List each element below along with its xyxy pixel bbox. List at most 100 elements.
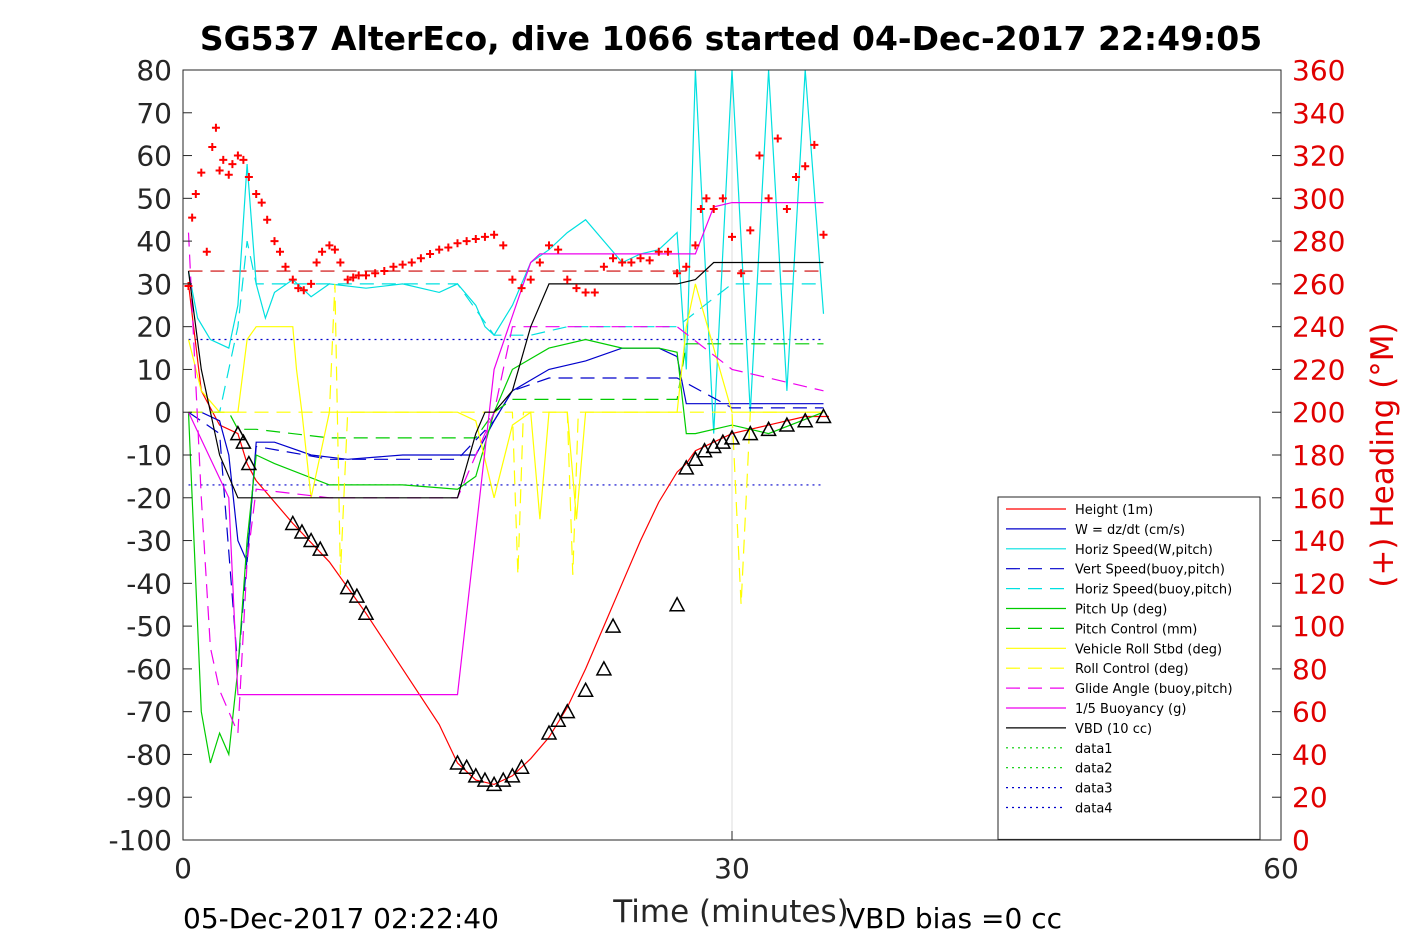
triangle-marker-2	[240, 454, 258, 471]
x-tick-label-2: 60	[1263, 852, 1299, 885]
heading-point-77	[764, 194, 773, 203]
heading-point-33	[371, 269, 380, 278]
x-tick-label-1: 30	[714, 852, 750, 885]
heading-point-50	[526, 275, 535, 284]
triangle-marker-22	[595, 660, 613, 676]
triangle-markers	[229, 407, 832, 792]
triangle-marker-18	[540, 724, 558, 740]
left-tick-label-10: -20	[126, 482, 172, 515]
heading-point-65	[663, 247, 672, 256]
triangle-marker-8	[348, 587, 366, 603]
heading-point-28	[336, 258, 345, 267]
heading-point-5	[208, 143, 217, 151]
heading-point-67	[682, 262, 691, 271]
triangle-marker-16	[504, 767, 521, 783]
heading-point-23	[307, 279, 316, 288]
heading-point-76	[755, 151, 764, 160]
legend-label-7: Vehicle Roll Stbd (deg)	[1075, 642, 1222, 657]
x-axis-label: Time (minutes)	[612, 894, 848, 930]
heading-point-53	[554, 245, 563, 254]
legend: Height (1m) W = dz/dt (cm/s) Horiz Speed(W…	[997, 496, 1261, 840]
heading-point-35	[389, 262, 398, 271]
heading-point-9	[224, 170, 233, 179]
legend-label-10: 1/5 Buoyancy (g)	[1075, 702, 1186, 717]
series-line-10	[187, 202, 824, 696]
heading-point-62	[636, 254, 645, 263]
triangle-marker-32	[760, 420, 777, 437]
heading-point-49	[517, 284, 526, 293]
heading-point-19	[281, 262, 290, 271]
series-line-0	[187, 283, 829, 786]
heading-point-51	[535, 258, 544, 267]
right-axis: 3603403203002802602402202001801601401201…	[1272, 54, 1345, 857]
left-tick-label-4: 40	[136, 225, 172, 258]
right-tick-label-11: 140	[1292, 525, 1345, 558]
heading-point-79	[782, 205, 791, 214]
right-tick-label-3: 300	[1292, 182, 1345, 215]
heading-point-45	[480, 232, 489, 241]
right-tick-label-10: 160	[1292, 482, 1345, 515]
heading-point-59	[609, 254, 618, 263]
footer-vbd-bias: VBD bias =0 cc	[846, 902, 1062, 935]
left-tick-label-7: 10	[136, 353, 172, 386]
right-axis-label: (+) Heading (°M)	[1365, 322, 1401, 587]
left-tick-label-13: -50	[126, 610, 172, 643]
triangle-marker-13	[476, 771, 494, 787]
triangle-marker-0	[229, 425, 247, 441]
heading-point-31	[354, 271, 363, 280]
legend-label-15: data4	[1075, 802, 1113, 817]
heading-point-73	[728, 232, 736, 241]
triangle-marker-4	[293, 523, 311, 539]
legend-label-1: W = dz/dt (cm/s)	[1075, 523, 1185, 538]
legend-label-8: Roll Control (deg)	[1075, 662, 1189, 677]
heading-point-63	[645, 256, 654, 265]
heading-point-42	[453, 239, 462, 248]
left-tick-label-18: -100	[108, 824, 172, 857]
heading-point-72	[718, 194, 727, 203]
heading-point-3	[197, 168, 206, 177]
heading-point-4	[202, 247, 211, 256]
heading-point-11	[233, 151, 242, 160]
triangle-marker-17	[513, 758, 530, 775]
triangle-marker-7	[339, 579, 356, 595]
triangle-marker-9	[357, 604, 375, 621]
legend-label-3: Vert Speed(buoy,pitch)	[1075, 563, 1225, 578]
left-tick-label-5: 30	[136, 268, 172, 301]
triangle-marker-23	[604, 617, 622, 633]
left-tick-label-2: 60	[136, 140, 172, 173]
heading-point-56	[581, 288, 590, 297]
left-tick-label-14: -60	[126, 653, 172, 686]
heading-point-47	[499, 241, 508, 250]
triangle-marker-1	[235, 433, 252, 449]
legend-label-0: Height (1m)	[1075, 503, 1153, 518]
heading-point-64	[654, 247, 663, 256]
left-tick-label-6: 20	[136, 311, 172, 344]
triangle-marker-26	[687, 450, 704, 467]
heading-point-12	[239, 155, 248, 164]
heading-point-66	[673, 269, 682, 278]
left-tick-label-15: -70	[126, 696, 172, 729]
legend-label-11: VBD (10 cc)	[1075, 722, 1152, 737]
right-tick-label-12: 120	[1292, 567, 1345, 600]
left-tick-label-1: 70	[136, 97, 172, 130]
left-tick-label-16: -80	[126, 738, 172, 771]
heading-point-14	[252, 190, 261, 199]
right-tick-label-14: 80	[1292, 653, 1328, 686]
heading-point-60	[618, 258, 627, 267]
right-tick-label-5: 260	[1292, 268, 1345, 301]
triangle-marker-25	[677, 459, 695, 475]
triangle-marker-20	[559, 703, 576, 719]
legend-label-5: Pitch Up (deg)	[1075, 603, 1167, 618]
heading-markers	[184, 123, 828, 297]
triangle-marker-19	[549, 711, 567, 727]
heading-point-38	[416, 254, 425, 263]
heading-point-68	[691, 241, 700, 250]
left-tick-label-12: -40	[126, 567, 172, 600]
right-tick-label-9: 180	[1292, 439, 1345, 472]
left-tick-label-9: -10	[126, 439, 172, 472]
x-tick-label-0: 0	[174, 852, 192, 885]
series-lines	[187, 70, 829, 786]
left-tick-label-3: 50	[136, 182, 172, 215]
heading-point-80	[792, 172, 801, 181]
